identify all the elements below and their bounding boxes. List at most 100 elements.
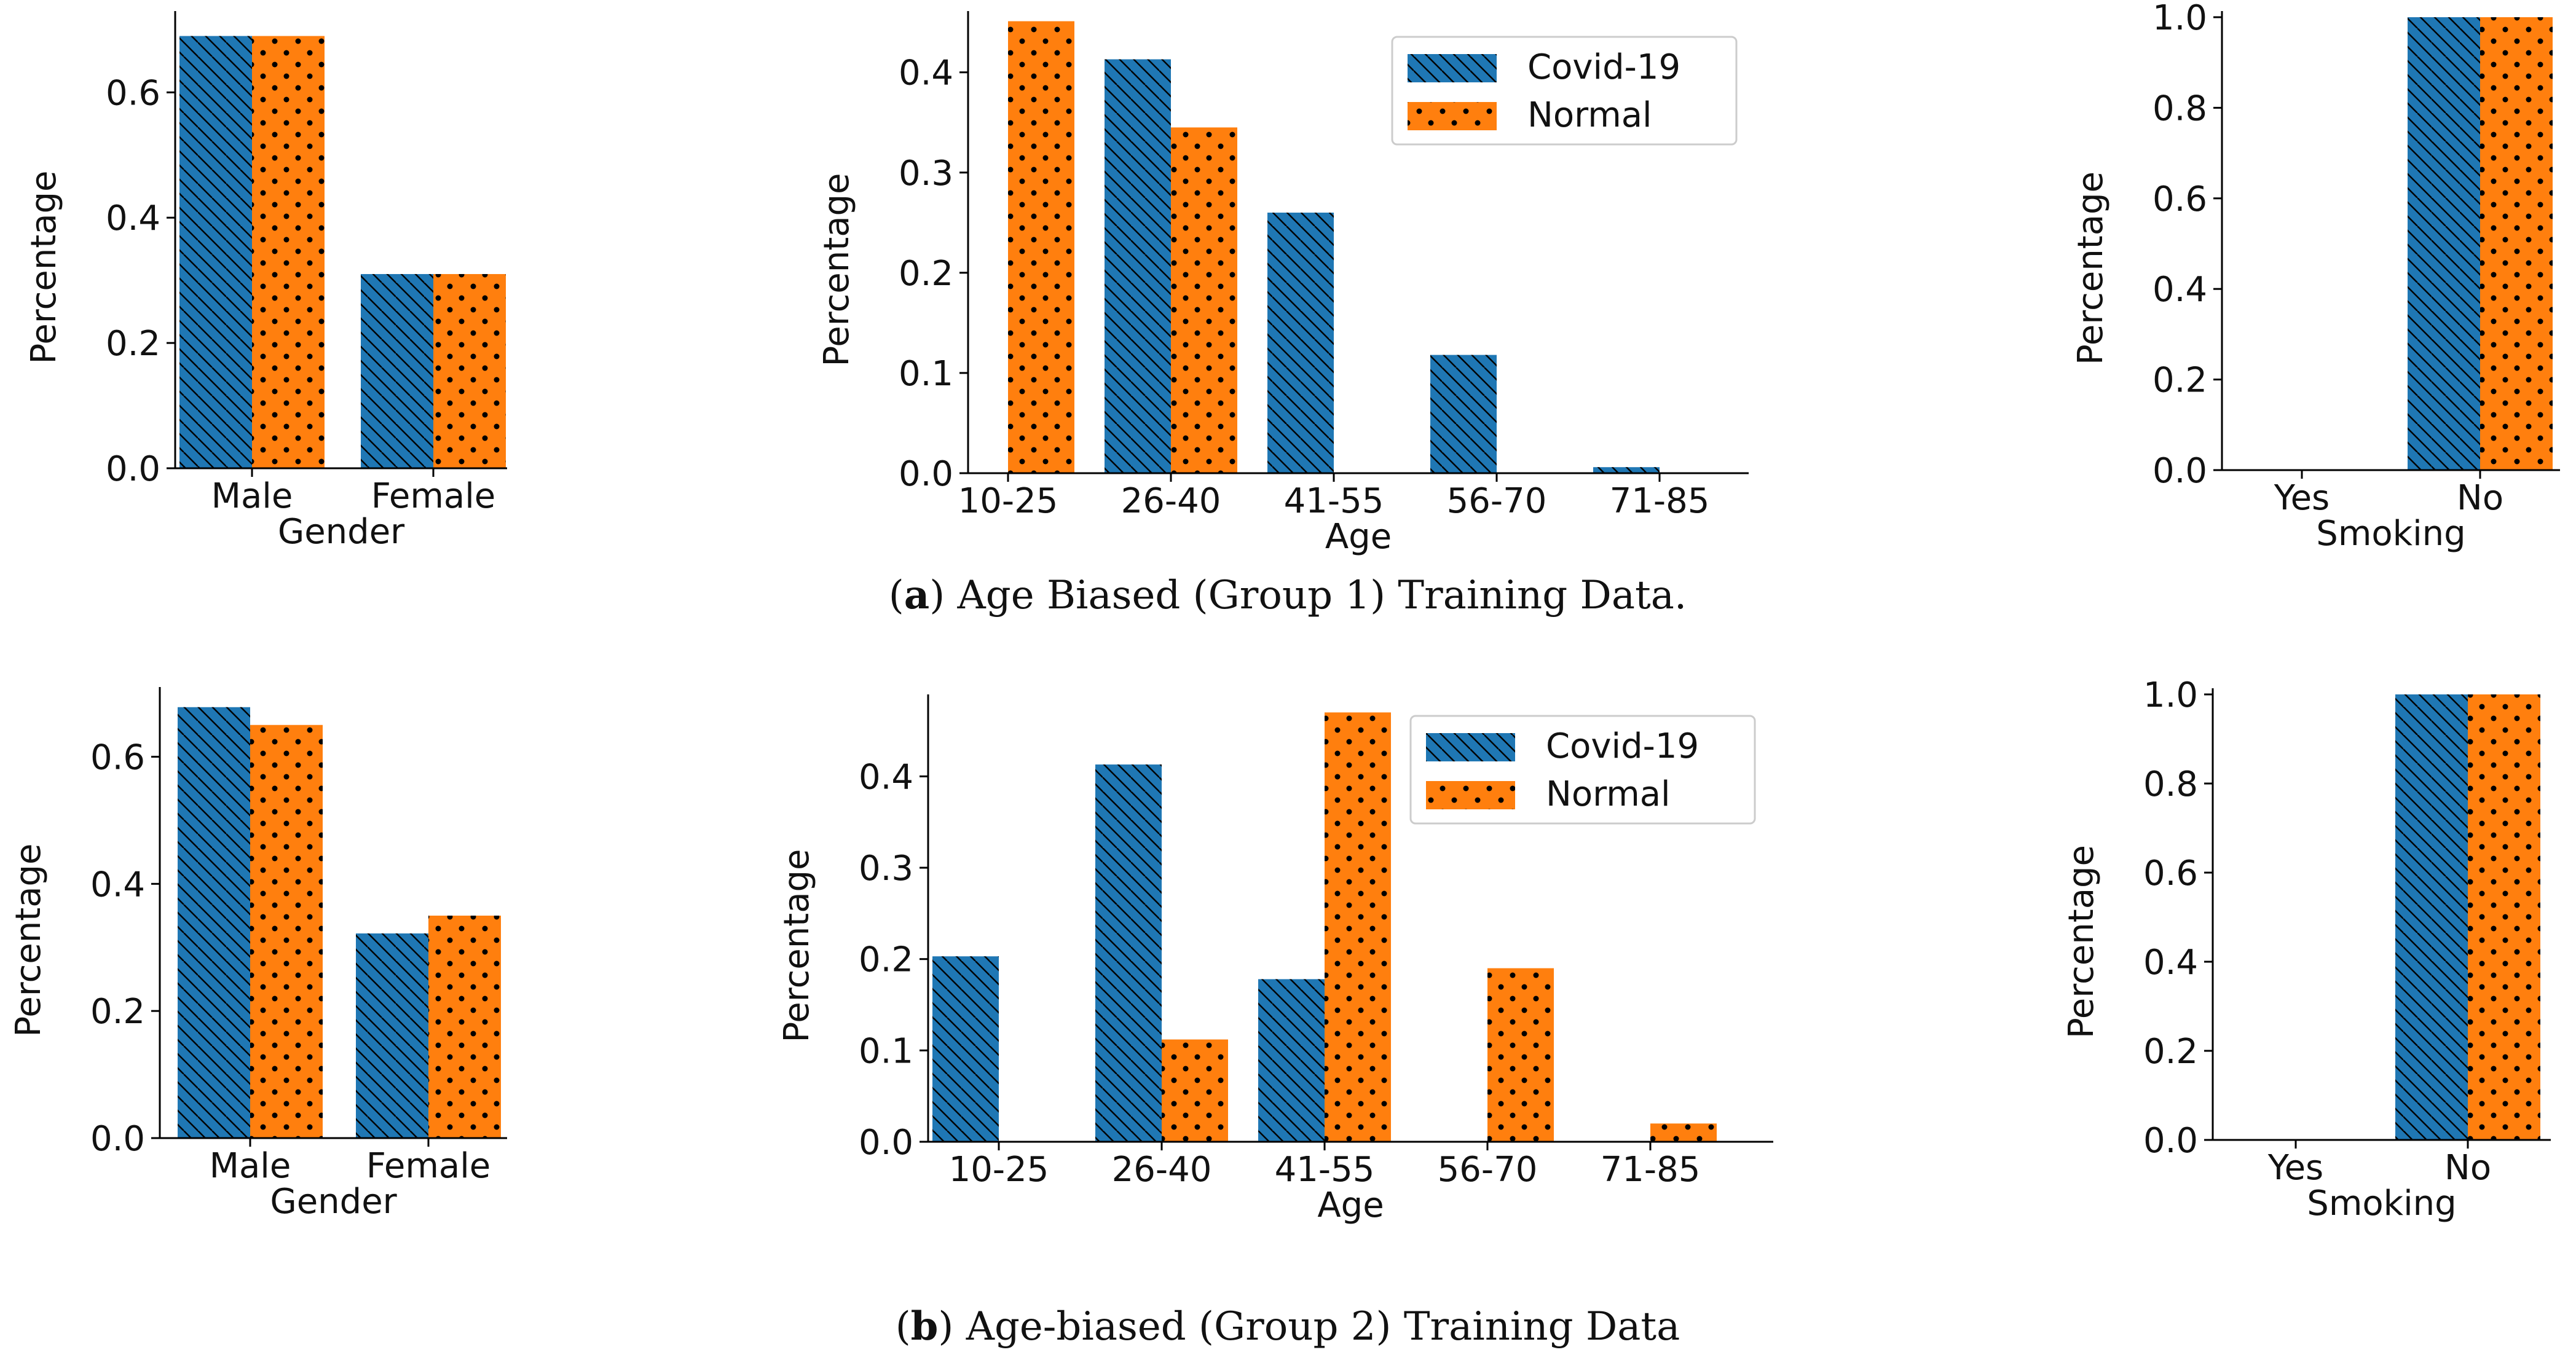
bar-b-age-covid19-2-pattern	[1258, 979, 1325, 1142]
caption-a-text: Age Biased (Group 1) Training Data.	[945, 573, 1687, 618]
y-axis-title-b-age: Percentage	[777, 849, 817, 1042]
x-axis-title-a-gender: Gender	[278, 512, 405, 552]
y-tick-label-a-smoking-3: 0.6	[2153, 179, 2207, 219]
legend-label-b-age-1: Normal	[1546, 774, 1671, 814]
bar-b-gender-normal-0-pattern	[250, 725, 323, 1138]
bar-b-smoking-covid19-1-pattern	[2395, 694, 2468, 1140]
y-tick-label-a-age-0: 0.0	[899, 454, 953, 494]
bar-b-age-normal-2-pattern	[1325, 712, 1391, 1142]
x-tick-label-a-gender-1: Female	[371, 476, 495, 516]
y-tick-label-b-gender-0: 0.0	[90, 1119, 145, 1159]
x-tick-label-a-smoking-0: Yes	[2274, 478, 2330, 518]
legend-swatch-pattern-b-age-1	[1426, 781, 1515, 809]
bar-b-age-normal-4-pattern	[1650, 1123, 1717, 1142]
x-tick-label-b-age-3: 56-70	[1438, 1150, 1538, 1190]
x-tick-label-b-smoking-0: Yes	[2267, 1148, 2323, 1188]
x-tick-label-a-age-1: 26-40	[1121, 481, 1221, 521]
x-tick-label-b-gender-0: Male	[210, 1146, 291, 1186]
bar-b-gender-normal-1-pattern	[428, 916, 501, 1138]
bar-a-age-normal-1-pattern	[1171, 127, 1237, 473]
x-tick-label-a-age-4: 71-85	[1610, 481, 1710, 521]
y-tick-label-b-age-4: 0.4	[859, 757, 913, 797]
y-tick-label-a-gender-0: 0.0	[106, 449, 160, 489]
y-tick-label-b-gender-1: 0.2	[90, 992, 145, 1032]
y-tick-label-a-smoking-4: 0.8	[2153, 88, 2207, 128]
y-tick-label-b-gender-2: 0.4	[90, 865, 145, 905]
x-tick-label-b-age-0: 10-25	[949, 1150, 1049, 1190]
y-tick-label-a-smoking-1: 0.2	[2153, 361, 2207, 401]
x-tick-label-b-smoking-1: No	[2444, 1148, 2491, 1188]
bar-a-age-covid19-1-pattern	[1105, 59, 1171, 473]
y-axis-title-a-gender: Percentage	[24, 170, 64, 364]
x-axis-title-a-smoking: Smoking	[2316, 514, 2465, 554]
y-tick-label-b-age-1: 0.1	[859, 1031, 913, 1071]
y-tick-label-a-smoking-5: 1.0	[2153, 0, 2207, 38]
y-tick-label-a-age-2: 0.2	[899, 254, 953, 294]
y-tick-label-b-age-3: 0.3	[859, 849, 913, 889]
bar-b-smoking-normal-1-pattern	[2468, 694, 2540, 1140]
caption-b: (b) Age-biased (Group 2) Training Data	[896, 1303, 1680, 1349]
y-tick-label-b-smoking-1: 0.2	[2143, 1032, 2198, 1072]
y-tick-label-a-smoking-0: 0.0	[2153, 451, 2207, 491]
bar-b-age-covid19-0-pattern	[932, 956, 999, 1142]
legend-label-a-age-0: Covid-19	[1527, 47, 1680, 87]
x-tick-label-b-gender-1: Female	[366, 1146, 490, 1186]
x-tick-label-a-gender-0: Male	[211, 476, 293, 516]
x-axis-title-b-smoking: Smoking	[2307, 1184, 2456, 1224]
bar-a-age-normal-0-pattern	[1008, 21, 1074, 474]
y-tick-label-b-smoking-2: 0.4	[2143, 943, 2198, 983]
chart-b-age: 0.0 0.1 0.2 0.3 0.4 10-25 26-40 41-55 56-70 71-85…	[777, 694, 1773, 1225]
bar-a-smoking-normal-1-pattern	[2480, 17, 2553, 470]
x-axis-title-a-age: Age	[1325, 517, 1392, 557]
bar-b-age-normal-3-pattern	[1487, 968, 1554, 1142]
y-axis-title-b-smoking: Percentage	[2062, 845, 2101, 1039]
x-tick-label-b-age-2: 41-55	[1275, 1150, 1375, 1190]
bar-a-age-covid19-4-pattern	[1593, 467, 1660, 473]
y-tick-label-a-gender-2: 0.4	[106, 198, 160, 238]
bar-a-gender-normal-1-pattern	[433, 273, 506, 468]
y-tick-label-a-age-3: 0.3	[899, 154, 953, 194]
x-tick-label-b-age-4: 71-85	[1601, 1150, 1701, 1190]
x-axis-title-b-gender: Gender	[270, 1182, 397, 1222]
y-tick-label-b-age-0: 0.0	[859, 1123, 913, 1163]
legend-swatch-pattern-a-age-1	[1408, 102, 1497, 130]
bar-b-age-covid19-1-pattern	[1095, 764, 1162, 1142]
y-axis-title-a-smoking: Percentage	[2071, 171, 2111, 365]
x-tick-label-a-age-3: 56-70	[1447, 481, 1547, 521]
bar-a-gender-covid19-1-pattern	[361, 273, 433, 468]
y-tick-label-b-gender-3: 0.6	[90, 737, 145, 777]
y-tick-label-b-age-2: 0.2	[859, 940, 913, 980]
y-tick-label-a-age-1: 0.1	[899, 354, 953, 394]
bar-a-gender-normal-0-pattern	[252, 36, 325, 469]
caption-a-label: a	[904, 572, 929, 618]
legend-swatch-pattern-a-age-0	[1408, 54, 1497, 82]
bar-b-gender-covid19-0-pattern	[178, 707, 250, 1138]
y-tick-label-a-gender-3: 0.6	[106, 73, 160, 113]
y-tick-label-b-smoking-4: 0.8	[2143, 764, 2198, 804]
caption-a: (a) Age Biased (Group 1) Training Data.	[889, 572, 1687, 618]
bar-b-gender-covid19-1-pattern	[356, 933, 428, 1138]
chart-a-age: 0.0 0.1 0.2 0.3 0.4 10-25 26-40 41-55 56-70 71-85…	[817, 11, 1749, 557]
x-axis-title-b-age: Age	[1317, 1185, 1384, 1225]
bar-a-smoking-covid19-1-pattern	[2408, 17, 2480, 470]
caption-b-label: b	[911, 1303, 939, 1349]
legend-label-b-age-0: Covid-19	[1546, 726, 1699, 766]
bar-a-gender-covid19-0-pattern	[179, 36, 252, 469]
y-tick-label-b-smoking-5: 1.0	[2143, 675, 2198, 715]
y-tick-label-a-smoking-2: 0.4	[2153, 270, 2207, 310]
y-tick-label-b-smoking-3: 0.6	[2143, 854, 2198, 894]
bar-b-age-normal-1-pattern	[1162, 1039, 1228, 1142]
x-tick-label-a-smoking-1: No	[2457, 478, 2503, 518]
x-tick-label-a-age-0: 10-25	[958, 481, 1058, 521]
caption-b-text: Age-biased (Group 2) Training Data	[953, 1304, 1680, 1349]
y-tick-label-b-smoking-0: 0.0	[2143, 1121, 2198, 1161]
y-tick-label-a-age-4: 0.4	[899, 53, 953, 93]
x-tick-label-a-age-2: 41-55	[1284, 481, 1384, 521]
y-axis-title-a-age: Percentage	[817, 173, 857, 366]
y-axis-title-b-gender: Percentage	[9, 843, 49, 1037]
